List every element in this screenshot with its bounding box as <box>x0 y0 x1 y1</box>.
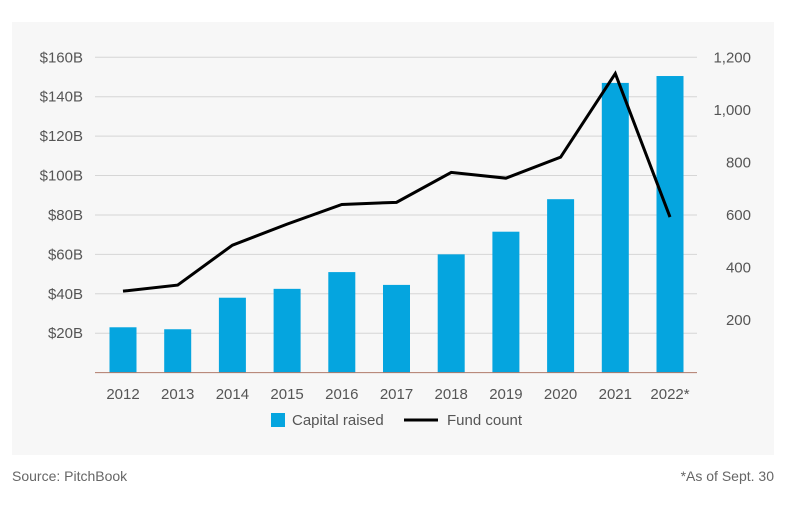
left-axis-tick-label: $60B <box>48 246 83 263</box>
x-axis-tick-label: 2016 <box>325 386 358 403</box>
left-axis-tick-label: $100B <box>40 168 83 185</box>
x-axis-tick-label: 2019 <box>489 386 522 403</box>
source-note: Source: PitchBook <box>12 468 128 484</box>
bar-capital-raised <box>328 272 356 373</box>
right-axis-tick-label: 1,000 <box>713 102 751 119</box>
bar-capital-raised <box>547 199 575 373</box>
x-axis-tick-label: 2017 <box>380 386 413 403</box>
bar-capital-raised <box>273 288 301 373</box>
left-axis-tick-label: $140B <box>40 89 83 106</box>
left-axis-tick-label: $20B <box>48 325 83 342</box>
x-axis-tick-label: 2018 <box>435 386 468 403</box>
left-axis-tick-label: $120B <box>40 128 83 145</box>
bar-capital-raised <box>218 297 246 373</box>
bar-capital-raised <box>437 254 465 373</box>
left-axis-tick-label: $80B <box>48 207 83 224</box>
right-axis-tick-label: 800 <box>726 154 751 171</box>
legend-label-fund-count: Fund count <box>447 412 523 429</box>
right-axis-tick-label: 200 <box>726 312 751 329</box>
legend-label-capital-raised: Capital raised <box>292 412 384 429</box>
line-fund-count <box>122 70 672 293</box>
chart-panel <box>12 22 774 455</box>
bar-capital-raised <box>383 284 410 373</box>
bar-capital-raised <box>656 76 684 373</box>
right-axis-tick-label: 600 <box>726 207 751 224</box>
left-axis-tick-label: $40B <box>48 286 83 303</box>
bar-capital-raised <box>164 329 192 373</box>
x-axis-tick-label: 2012 <box>106 386 139 403</box>
x-axis-tick-label: 2022* <box>650 386 689 403</box>
bar-capital-raised <box>492 231 520 373</box>
bar-capital-raised <box>109 327 137 373</box>
right-axis-tick-label: 400 <box>726 260 751 277</box>
x-axis-tick-label: 2020 <box>544 386 577 403</box>
x-axis-tick-label: 2013 <box>161 386 194 403</box>
x-axis-tick-label: 2021 <box>599 386 632 403</box>
bar-capital-raised <box>601 82 629 373</box>
right-axis-tick-label: 1,200 <box>713 49 751 66</box>
x-axis-tick-label: 2014 <box>216 386 249 403</box>
legend-swatch-capital-raised <box>271 413 285 427</box>
x-axis-tick-label: 2015 <box>270 386 303 403</box>
footnote: *As of Sept. 30 <box>680 468 774 484</box>
left-axis-tick-label: $160B <box>40 49 83 66</box>
